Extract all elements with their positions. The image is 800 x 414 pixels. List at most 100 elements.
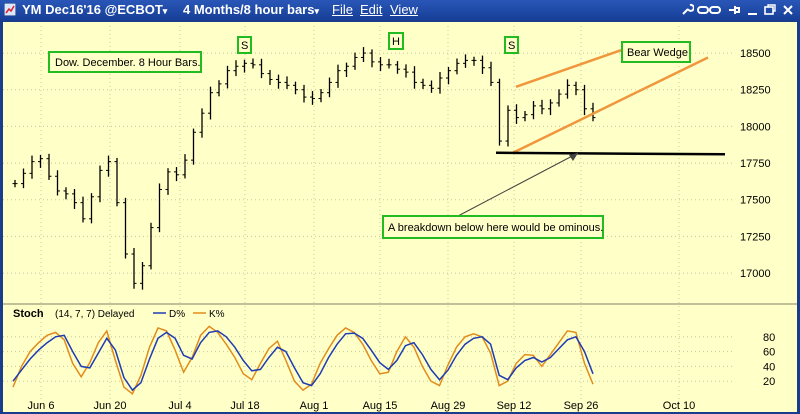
stoch-label: Stoch bbox=[13, 308, 44, 320]
price-bar bbox=[182, 154, 188, 179]
price-bar bbox=[522, 111, 528, 122]
price-bar bbox=[293, 81, 298, 95]
price-bar bbox=[420, 78, 426, 89]
price-bar bbox=[216, 80, 222, 97]
left-shoulder-label: S bbox=[237, 36, 252, 54]
price-bar bbox=[395, 61, 400, 74]
edit-menu[interactable]: Edit bbox=[360, 2, 383, 17]
y-tick-label: 17250 bbox=[740, 231, 771, 243]
price-bar bbox=[437, 71, 443, 94]
price-bar bbox=[318, 89, 324, 103]
y-tick-label: 17500 bbox=[740, 195, 771, 207]
annotation-arrow-line bbox=[457, 152, 579, 217]
price-bar bbox=[199, 108, 205, 138]
overlay-lines bbox=[457, 48, 726, 217]
k-legend-label: K% bbox=[209, 309, 225, 320]
stoch-legend: Stoch (14, 7, 7) Delayed D% K% bbox=[13, 308, 225, 320]
price-bar bbox=[582, 84, 587, 116]
price-bar bbox=[131, 247, 137, 289]
price-axis: 17000 17250 17500 17750 18000 18250 18500 bbox=[740, 48, 771, 280]
price-bar bbox=[106, 155, 111, 177]
price-bar bbox=[412, 66, 417, 89]
price-bars bbox=[12, 47, 596, 290]
svg-text:S: S bbox=[508, 40, 515, 52]
price-bar bbox=[72, 189, 77, 209]
symbol-selector[interactable]: YM Dec16'16 @ECBOT▾ bbox=[22, 2, 168, 17]
price-bar bbox=[310, 91, 315, 105]
price-bar bbox=[369, 49, 375, 68]
price-bar bbox=[259, 58, 264, 79]
price-bar bbox=[497, 78, 502, 146]
price-bar bbox=[565, 79, 570, 99]
x-tick-label: Oct 10 bbox=[663, 400, 695, 412]
svg-text:A breakdown below here would b: A breakdown below here would be ominous. bbox=[388, 222, 603, 234]
restore-icon[interactable] bbox=[763, 3, 777, 17]
price-bar bbox=[539, 99, 545, 115]
price-bar bbox=[242, 59, 247, 73]
k-line bbox=[12, 325, 594, 395]
price-bar bbox=[276, 74, 281, 89]
app-icon bbox=[4, 3, 16, 16]
period-selector[interactable]: 4 Months/8 hour bars▾ bbox=[183, 2, 319, 17]
link-icon[interactable] bbox=[697, 3, 721, 17]
stoch-tick-label: 60 bbox=[763, 347, 775, 359]
y-tick-label: 18000 bbox=[740, 121, 771, 133]
price-bar bbox=[225, 65, 230, 89]
price-bar bbox=[403, 64, 409, 78]
y-tick-label: 18500 bbox=[740, 48, 771, 60]
y-tick-label: 17000 bbox=[740, 268, 771, 280]
price-bar bbox=[80, 196, 86, 223]
price-bar bbox=[352, 52, 358, 70]
x-tick-label: Sep 12 bbox=[497, 400, 532, 412]
x-tick-label: Jun 6 bbox=[28, 400, 55, 412]
wrench-icon[interactable] bbox=[680, 3, 694, 17]
price-bar bbox=[335, 64, 341, 88]
view-menu[interactable]: View bbox=[390, 2, 418, 17]
time-axis: Jun 6 Jun 20 Jul 4 Jul 18 Aug 1 Aug 15 Aug 29 S… bbox=[28, 400, 696, 412]
svg-text:S: S bbox=[241, 40, 248, 52]
price-bar bbox=[514, 104, 519, 124]
x-tick-label: Aug 15 bbox=[363, 400, 398, 412]
stoch-axis: 20 40 60 80 bbox=[763, 332, 775, 388]
wedge-lower-line bbox=[512, 56, 709, 154]
file-menu[interactable]: File bbox=[332, 2, 353, 17]
grid bbox=[3, 26, 735, 402]
price-bar bbox=[344, 62, 349, 77]
price-bar bbox=[12, 179, 18, 188]
price-bar bbox=[123, 197, 128, 259]
price-bar bbox=[590, 102, 596, 122]
stoch-tick-label: 80 bbox=[763, 332, 775, 344]
wedge-label: Bear Wedge bbox=[621, 41, 691, 63]
price-bar bbox=[97, 165, 103, 203]
close-icon[interactable] bbox=[781, 3, 795, 17]
right-shoulder-label: S bbox=[504, 36, 519, 54]
x-tick-label: Aug 29 bbox=[431, 400, 466, 412]
y-tick-label: 17750 bbox=[740, 158, 771, 170]
stochastic-lines bbox=[12, 325, 594, 395]
price-bar bbox=[548, 99, 553, 116]
x-tick-label: Sep 26 bbox=[564, 400, 599, 412]
price-bar bbox=[378, 57, 383, 72]
price-bar bbox=[165, 168, 171, 195]
stoch-params: (14, 7, 7) Delayed bbox=[55, 309, 135, 320]
price-bar bbox=[29, 155, 35, 179]
price-bar bbox=[386, 58, 392, 69]
price-bar bbox=[63, 187, 69, 200]
pin-icon[interactable] bbox=[727, 3, 741, 17]
price-bar bbox=[55, 170, 60, 196]
price-bar bbox=[174, 167, 179, 182]
price-bar bbox=[505, 105, 511, 147]
price-bar bbox=[157, 183, 162, 233]
stoch-tick-label: 40 bbox=[763, 361, 775, 373]
x-tick-label: Aug 1 bbox=[300, 400, 329, 412]
minimize-icon[interactable] bbox=[746, 3, 760, 17]
price-bar bbox=[21, 168, 26, 189]
head-label: H bbox=[388, 32, 404, 50]
price-bar bbox=[463, 54, 468, 68]
x-tick-label: Jul 4 bbox=[168, 400, 191, 412]
price-bar bbox=[573, 81, 579, 96]
price-bar bbox=[267, 69, 273, 85]
d-legend-label: D% bbox=[169, 309, 185, 320]
stoch-tick-label: 20 bbox=[763, 376, 775, 388]
